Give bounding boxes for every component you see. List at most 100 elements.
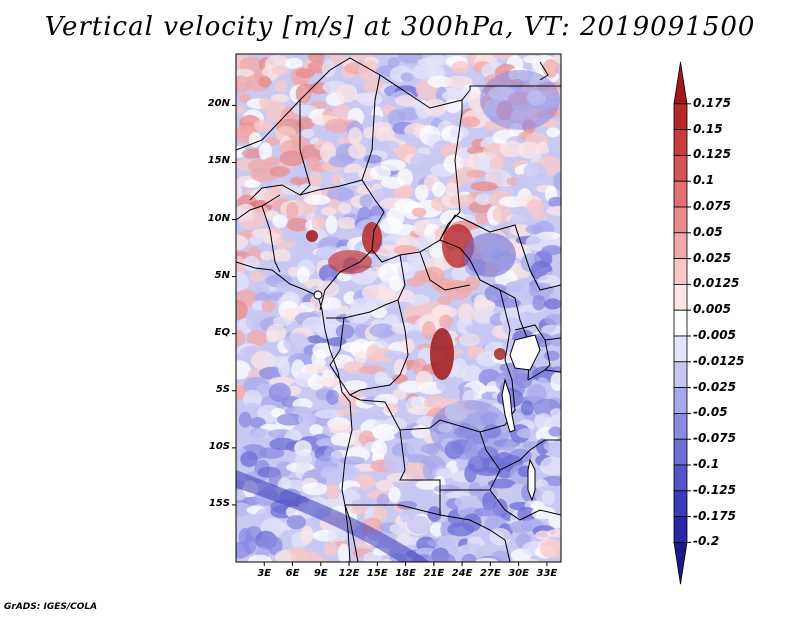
field-cell xyxy=(505,280,532,300)
field-cell xyxy=(459,543,485,558)
field-cell xyxy=(438,553,456,562)
field-cell xyxy=(423,98,447,117)
field-cell xyxy=(494,297,521,309)
field-cell xyxy=(397,500,417,510)
field-cell xyxy=(426,442,440,456)
field-cell xyxy=(449,194,476,208)
colorbar-swatch xyxy=(673,103,688,131)
field-cell xyxy=(261,100,286,114)
lat-label: 15N xyxy=(207,155,230,167)
field-cell xyxy=(286,201,299,221)
colorbar-swatch xyxy=(673,283,688,311)
colorbar-label: 0.075 xyxy=(693,199,731,213)
field-cell xyxy=(461,553,478,562)
field-cell xyxy=(323,542,339,557)
field-cell xyxy=(381,558,393,562)
field-cell xyxy=(285,57,304,70)
field-cell xyxy=(515,173,530,189)
colorbar-label: -0.125 xyxy=(693,482,736,497)
field-cell xyxy=(286,218,311,232)
field-cell xyxy=(407,437,423,457)
field-cell xyxy=(451,61,470,74)
field-cell xyxy=(339,456,366,465)
field-cell xyxy=(336,271,353,282)
field-cell xyxy=(263,156,281,167)
field-cell xyxy=(407,515,431,535)
field-cell xyxy=(542,59,559,79)
field-cell xyxy=(275,280,302,295)
lon-ticks xyxy=(263,562,548,566)
field-cell xyxy=(337,543,350,562)
field-cell xyxy=(398,54,423,64)
field-cell xyxy=(475,212,490,225)
field-cell xyxy=(304,364,329,374)
field-cell xyxy=(249,271,266,283)
colorbar-label: -0.005 xyxy=(693,328,736,342)
field-cell xyxy=(357,92,383,107)
field-cell xyxy=(328,423,353,435)
field-cell xyxy=(268,382,291,402)
field-cell xyxy=(236,256,246,275)
field-cell xyxy=(258,142,273,161)
field-cell xyxy=(414,184,429,201)
colorbar-swatch xyxy=(673,258,688,285)
field-cell xyxy=(337,216,357,230)
field-cell xyxy=(307,374,325,390)
field-cell xyxy=(520,400,534,416)
colorbar-swatch xyxy=(673,387,688,414)
field-cell xyxy=(520,558,541,562)
field-cell xyxy=(240,218,265,229)
field-cell xyxy=(359,194,373,208)
field-cell xyxy=(536,438,550,455)
colorbar-swatch xyxy=(673,206,688,234)
field-cell xyxy=(465,323,489,334)
colorbar-label: -0.05 xyxy=(693,405,728,420)
field-cell xyxy=(543,441,560,452)
field-cell xyxy=(514,373,533,389)
colorbar-swatch xyxy=(673,232,688,260)
field-cell xyxy=(314,409,343,419)
field-cell xyxy=(374,376,393,386)
field-cell xyxy=(540,456,561,476)
field-cell xyxy=(389,274,403,292)
field-cell xyxy=(303,194,331,206)
field-cell xyxy=(325,484,341,502)
lon-label: 12E xyxy=(338,568,360,579)
field-cell xyxy=(236,300,248,320)
field-cell xyxy=(444,182,459,196)
field-cell xyxy=(549,334,561,347)
field-cell xyxy=(526,383,547,404)
field-cell xyxy=(363,127,376,139)
colorbar-label: -0.0125 xyxy=(693,353,745,368)
field-cell xyxy=(280,231,301,243)
field-cell xyxy=(267,536,283,556)
field-cell xyxy=(325,389,340,405)
field-cell xyxy=(302,482,328,496)
field-cell xyxy=(236,184,243,201)
field-cell xyxy=(277,358,291,377)
field-cell xyxy=(544,313,561,325)
field-cell xyxy=(249,235,263,246)
colorbar-label: -0.1 xyxy=(693,457,720,471)
lat-label: EQ xyxy=(214,326,230,338)
field-cell xyxy=(466,169,487,179)
field-cell xyxy=(307,54,325,63)
colorbar-label: 0.1 xyxy=(693,173,715,188)
field-cell xyxy=(319,377,344,387)
field-cell xyxy=(439,314,453,329)
lat-label: 10S xyxy=(208,440,230,452)
field-cell xyxy=(356,184,372,195)
field-cell xyxy=(406,330,423,340)
field-cell xyxy=(528,282,555,300)
colorbar-label: -0.075 xyxy=(693,431,736,446)
field-cell xyxy=(383,350,407,360)
field-cell xyxy=(482,491,497,511)
field-cell xyxy=(535,530,552,540)
field-cell xyxy=(400,338,415,354)
coastlines xyxy=(236,61,549,562)
field-cell xyxy=(274,80,288,93)
colorbar-swatch xyxy=(673,438,688,466)
field-cell xyxy=(372,423,398,442)
colorbar-swatch xyxy=(673,61,688,105)
colorbar xyxy=(673,61,691,585)
